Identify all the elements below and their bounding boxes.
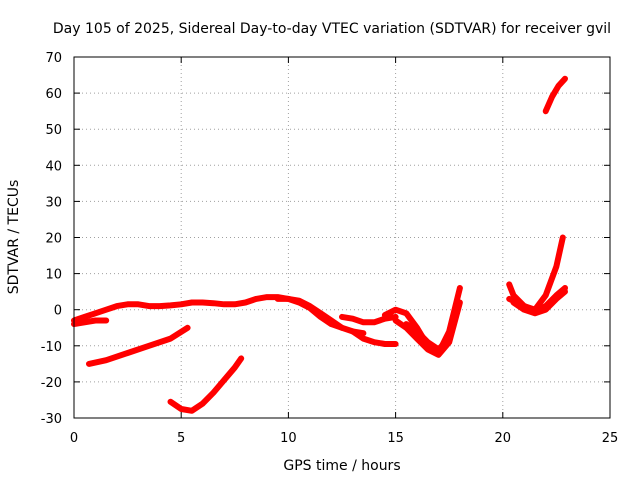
- y-tick-label: 70: [45, 51, 62, 66]
- y-tick-label: 10: [45, 268, 62, 283]
- data-series: [71, 75, 568, 414]
- series-track-2: [71, 317, 110, 328]
- y-tick-label: -20: [41, 376, 62, 391]
- series-track-14: [542, 75, 568, 115]
- y-tick-label: 40: [45, 159, 62, 174]
- x-axis-label: GPS time / hours: [283, 458, 400, 474]
- series-track-7: [349, 328, 399, 347]
- series-track-5: [274, 295, 367, 337]
- series-track-4: [167, 355, 245, 414]
- series-track-10: [403, 313, 459, 353]
- grid-lines: [74, 57, 610, 418]
- chart-title: Day 105 of 2025, Sidereal Day-to-day VTE…: [53, 21, 611, 37]
- y-tick-label: 30: [45, 195, 62, 210]
- x-tick-label: 15: [387, 431, 404, 446]
- series-track-6: [339, 313, 399, 326]
- axis-ticks: 0 5 10 15 20 25 -30 -20 -10 0 10 20 30 40 50 60 70: [41, 51, 619, 446]
- y-tick-label: 0: [54, 304, 62, 319]
- x-tick-label: 20: [495, 431, 512, 446]
- series-track-3: [86, 324, 191, 367]
- y-tick-label: -10: [41, 340, 62, 355]
- x-tick-label: 10: [280, 431, 297, 446]
- y-tick-label: 20: [45, 232, 62, 247]
- y-tick-label: 50: [45, 123, 62, 138]
- x-tick-label: 0: [70, 431, 78, 446]
- x-tick-label: 5: [177, 431, 185, 446]
- series-track-13: [510, 288, 568, 317]
- y-axis-label: SDTVAR / TECUs: [6, 180, 22, 295]
- y-tick-label: 60: [45, 87, 62, 102]
- x-tick-label: 25: [602, 431, 619, 446]
- y-tick-label: -30: [41, 412, 62, 427]
